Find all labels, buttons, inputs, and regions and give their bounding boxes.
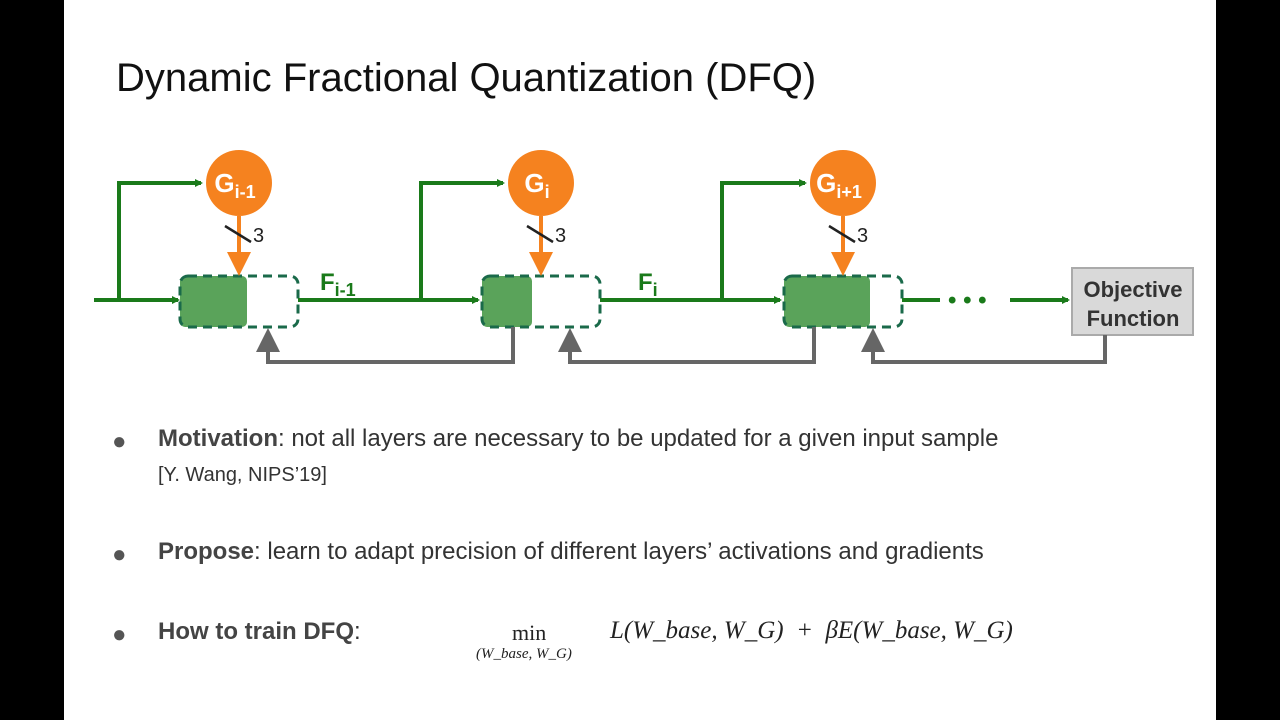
layer-block-active: [482, 276, 532, 327]
bullet-text: :: [353, 618, 361, 645]
bit-width-label: 3: [555, 225, 566, 247]
bit-slash-icon: [828, 224, 856, 244]
layer-block-outline: [782, 274, 904, 329]
bullet-head: How to train DFQ: [158, 618, 354, 645]
layer-block-outline: [178, 274, 300, 329]
formula-expr: L(W_base, W_G) + βE(W_base, W_G): [610, 617, 1013, 644]
feature-label: Fi-1: [320, 269, 356, 300]
bit-slash-icon: [526, 224, 554, 244]
gradient-feedback-arrow: [558, 327, 816, 364]
bullet-head: Propose: [158, 538, 255, 565]
formula-min-sub: (W_base, W_G): [476, 646, 572, 662]
layer-block-active: [784, 276, 870, 327]
objective-label: Function: [1087, 306, 1180, 331]
bullet-icon: ●: [112, 621, 127, 648]
objective-label: Objective: [1083, 277, 1182, 302]
bullet-text: : not all layers are necessary to be upd…: [278, 425, 999, 452]
bullet-train: How to train DFQ:: [158, 618, 361, 646]
bullet-head: Motivation: [158, 425, 278, 452]
bit-width-label: 3: [857, 225, 868, 247]
gate-input-arrow: [117, 179, 203, 300]
gradient-feedback-arrow: [861, 328, 1107, 364]
slide: Dynamic Fractional Quantization (DFQ) Gi…: [64, 0, 1216, 720]
bit-slash-icon: [224, 224, 252, 244]
bullet-motivation: Motivation: not all layers are necessary…: [158, 425, 998, 453]
feature-label: Fi: [638, 269, 658, 300]
bit-width-label: 3: [253, 225, 264, 247]
bullet-text: : learn to adapt precision of different …: [254, 538, 984, 565]
gate-circle: [810, 150, 876, 216]
gate-input-arrow: [419, 179, 505, 300]
slide-title: Dynamic Fractional Quantization (DFQ): [116, 56, 817, 100]
gradient-feedback-arrow: [256, 327, 515, 364]
gate-input-arrow: [720, 179, 807, 300]
layer-block-outline: [480, 274, 602, 329]
bullet-icon: ●: [112, 428, 127, 455]
bullet-icon: ●: [112, 541, 127, 568]
objective-box: [1071, 267, 1194, 336]
formula-min: min: [512, 620, 547, 645]
layer-block-active: [180, 276, 247, 327]
citation: [Y. Wang, NIPS’19]: [158, 464, 327, 486]
bullet-propose: Propose: learn to adapt precision of dif…: [158, 538, 984, 566]
ellipsis-dots: • • •: [948, 287, 987, 314]
gate-circle: [508, 150, 574, 216]
gate-circle: [206, 150, 272, 216]
